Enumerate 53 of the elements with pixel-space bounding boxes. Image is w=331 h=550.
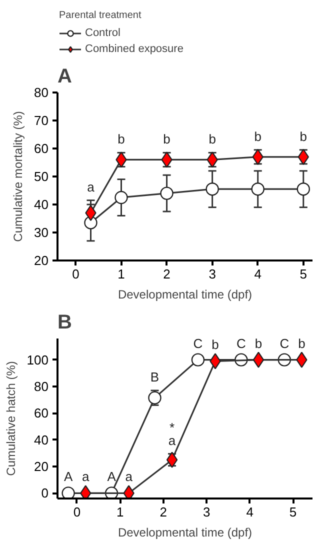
x-tick-label: 3 <box>202 504 210 520</box>
legend-label: Control <box>85 26 120 40</box>
annotation: b <box>254 336 262 351</box>
y-tick-label: 100 <box>26 352 49 368</box>
annotation: C <box>193 336 203 351</box>
y-tick-label: 30 <box>34 225 49 240</box>
annotation: * <box>170 420 175 435</box>
x-tick-label: 4 <box>246 504 254 520</box>
annotation: b <box>298 336 306 351</box>
x-tick-label: 2 <box>160 504 168 520</box>
annotation: b <box>212 337 219 352</box>
y-tick-label: 70 <box>34 113 49 128</box>
x-axis-title: Developmental time (dpf) <box>118 288 252 302</box>
x-tick-label: 0 <box>72 266 80 282</box>
annotation: a <box>87 179 96 194</box>
annotation: b <box>300 128 308 144</box>
legend-label: Combined exposure <box>85 42 184 56</box>
annotation: A <box>64 469 73 484</box>
annotation: b <box>208 132 216 147</box>
y-axis-title: Cumulative hatch (%) <box>4 361 18 476</box>
x-tick-label: 3 <box>208 266 216 282</box>
y-tick-label: 60 <box>34 406 49 421</box>
annotation: B <box>150 370 160 384</box>
chart-title: B <box>58 312 72 334</box>
x-tick-label: 1 <box>118 266 125 282</box>
annotation: b <box>118 132 125 147</box>
annotation: a <box>82 469 90 484</box>
y-tick-label: 60 <box>34 141 49 156</box>
y-tick-label: 0 <box>41 486 49 501</box>
y-axis-title: Cumulative mortality (%) <box>11 111 26 242</box>
x-tick-label: 2 <box>163 266 170 282</box>
y-tick-label: 50 <box>34 169 49 184</box>
annotation: C <box>280 336 290 351</box>
annotation: b <box>163 132 170 147</box>
x-tick-label: 1 <box>116 504 124 520</box>
annotation: A <box>107 469 116 484</box>
y-tick-label: 40 <box>34 197 49 212</box>
annotation: a <box>125 469 134 484</box>
y-tick-label: 40 <box>34 432 49 448</box>
y-tick-label: 20 <box>34 459 49 474</box>
legend-title: Parental treatment <box>59 10 142 21</box>
y-tick-label: 80 <box>34 85 49 100</box>
annotation: C <box>236 336 246 351</box>
y-tick-label: 20 <box>34 253 49 268</box>
chart-title: A <box>58 66 72 88</box>
x-tick-label: 4 <box>254 266 262 282</box>
x-tick-label: 5 <box>289 504 297 520</box>
x-tick-label: 0 <box>73 504 81 520</box>
annotation: a <box>168 432 176 448</box>
y-tick-label: 80 <box>34 379 49 394</box>
x-tick-label: 5 <box>300 266 308 282</box>
x-axis-title: Developmental time (dpf) <box>118 526 252 540</box>
annotation: b <box>254 128 262 144</box>
